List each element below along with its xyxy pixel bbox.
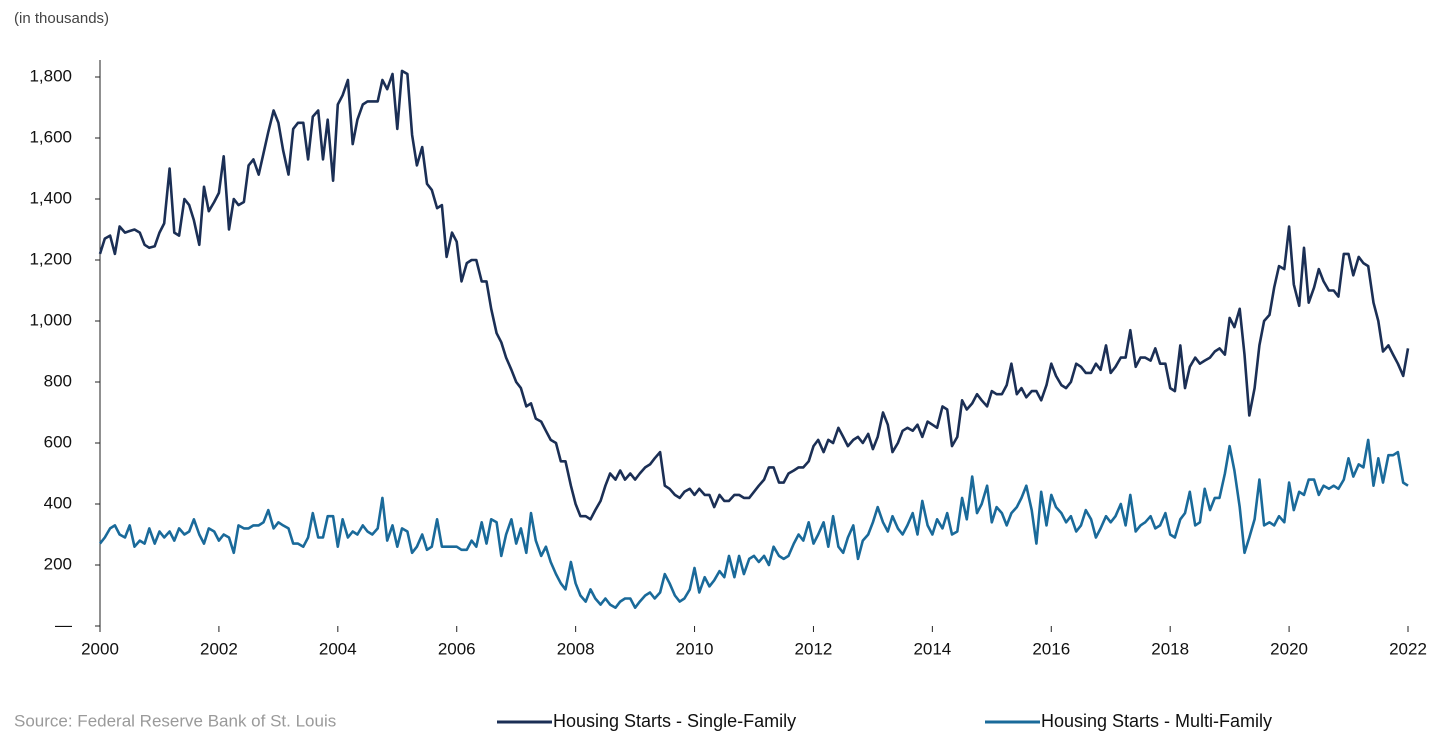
x-tick-label: 2010 xyxy=(676,639,714,658)
y-tick-label: 800 xyxy=(44,371,72,390)
x-tick-label: 2016 xyxy=(1032,639,1070,658)
y-tick-label: 1,200 xyxy=(29,249,72,268)
x-tick-label: 2000 xyxy=(81,639,119,658)
x-tick-label: 2002 xyxy=(200,639,238,658)
y-tick-label: 1,000 xyxy=(29,310,72,329)
series-line xyxy=(98,438,1409,609)
source: Source: Federal Reserve Bank of St. Loui… xyxy=(14,711,336,730)
x-tick-label: 2012 xyxy=(795,639,833,658)
x-tick-label: 2008 xyxy=(557,639,595,658)
subtitle: (in thousands) xyxy=(14,10,109,27)
y-tick-label: 600 xyxy=(44,432,72,451)
x-tick-label: 2020 xyxy=(1270,639,1308,658)
y-tick-label: 1,400 xyxy=(29,188,72,207)
y-tick-label: 1,600 xyxy=(29,127,72,146)
x-tick-label: 2014 xyxy=(913,639,951,658)
x-tick-label: 2006 xyxy=(438,639,476,658)
legend-label: Housing Starts - Single-Family xyxy=(553,711,796,731)
series-line xyxy=(98,69,1410,521)
y-tick-label: 1,800 xyxy=(29,66,72,85)
legend-label: Housing Starts - Multi-Family xyxy=(1041,711,1272,731)
y-tick-label: 200 xyxy=(44,554,72,573)
y-tick-label: 400 xyxy=(44,493,72,512)
x-tick-label: 2018 xyxy=(1151,639,1189,658)
x-tick-label: 2004 xyxy=(319,639,357,658)
y-tick-label: — xyxy=(55,615,72,634)
x-tick-label: 2022 xyxy=(1389,639,1427,658)
